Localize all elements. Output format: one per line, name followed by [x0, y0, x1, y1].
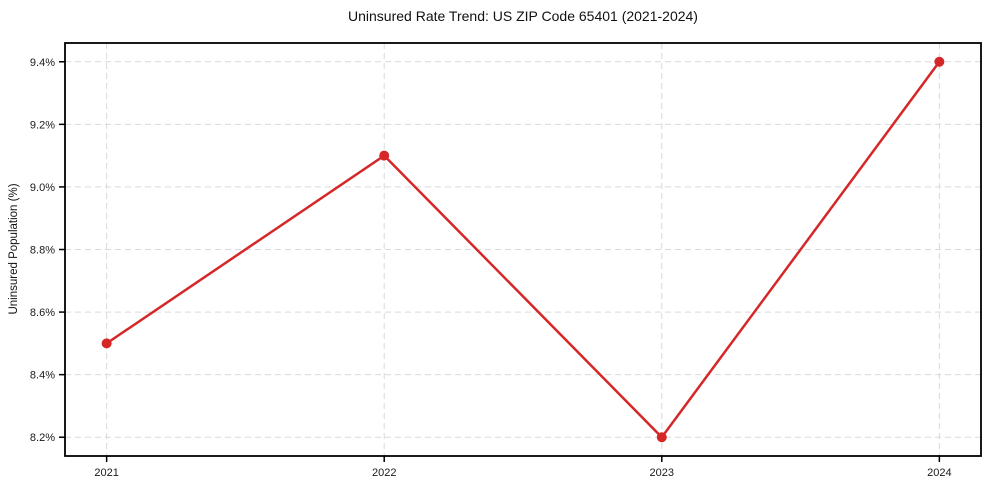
y-tick-label: 9.0%: [30, 182, 55, 194]
y-tick-label: 8.6%: [30, 307, 55, 319]
x-tick-label: 2024: [927, 467, 951, 479]
data-point-marker: [379, 150, 390, 161]
data-point-marker: [656, 432, 667, 443]
x-tick-label: 2022: [372, 467, 396, 479]
y-tick-label: 9.2%: [30, 119, 55, 131]
trend-line: [105, 60, 941, 439]
y-tick-label: 8.4%: [30, 370, 55, 382]
x-tick-label: 2023: [650, 467, 674, 479]
y-tick-label: 8.2%: [30, 432, 55, 444]
plot-border: [64, 42, 982, 457]
chart-title: Uninsured Rate Trend: US ZIP Code 65401 …: [348, 8, 698, 24]
data-point-marker: [101, 338, 112, 349]
data-point-marker: [934, 56, 945, 67]
x-tick-label: 2021: [94, 467, 118, 479]
y-tick-label: 8.8%: [30, 245, 55, 257]
y-tick-label: 9.4%: [30, 57, 55, 69]
